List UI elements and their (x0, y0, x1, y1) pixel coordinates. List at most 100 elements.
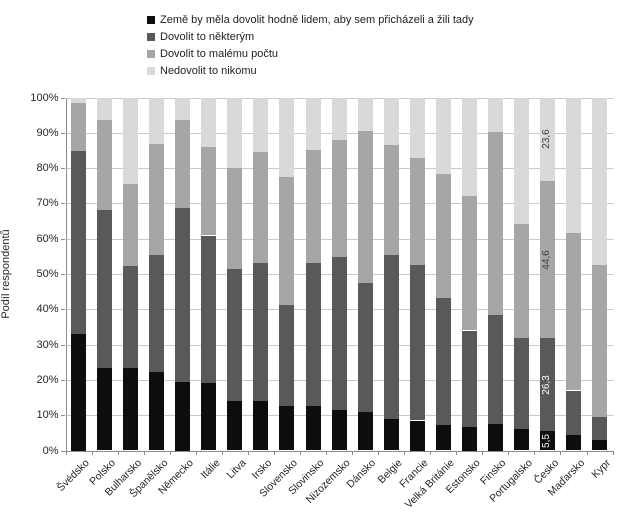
x-axis-tick (299, 451, 301, 455)
bar-segment (513, 97, 529, 225)
bar-segment (97, 368, 113, 451)
bar-segment (123, 184, 139, 266)
y-axis-title: Podíl respondentů (0, 229, 12, 319)
x-category-label: Kypr (589, 457, 613, 481)
y-tick-label: 90% (36, 126, 59, 139)
y-axis-tick (61, 309, 65, 311)
x-axis-tick (195, 451, 197, 455)
legend-item: Dovolit to malému počtu (147, 45, 474, 62)
legend-swatch-icon (147, 15, 155, 24)
bar-segment (331, 97, 347, 140)
y-tick-label: 20% (36, 373, 59, 386)
bar-segment (227, 97, 243, 169)
x-category-label: Itálie (198, 457, 223, 482)
bar-segment (539, 431, 555, 451)
x-axis-tick (143, 451, 145, 455)
x-axis-line (61, 450, 613, 452)
y-axis-line (65, 97, 67, 455)
x-axis-tick (482, 451, 484, 455)
bar-segment (331, 410, 347, 451)
legend-item: Dovolit to některým (147, 28, 474, 45)
bar-segment (435, 424, 451, 451)
y-axis-tick (61, 415, 65, 417)
bar-segment (565, 97, 581, 234)
bar-segment (149, 97, 165, 145)
bar-segment (357, 131, 373, 284)
bar-segment (592, 265, 607, 417)
bar-data-label: 26,3 (541, 374, 553, 395)
bar-segment (71, 334, 86, 451)
x-axis-tick (456, 451, 458, 455)
bar-segment (513, 338, 529, 430)
bar-segment (357, 283, 373, 412)
bar-segment (565, 434, 581, 451)
y-axis-tick (61, 168, 65, 170)
bar-segment (383, 418, 399, 451)
y-tick-label: 30% (36, 338, 59, 351)
y-axis-tick (61, 238, 65, 240)
bar-segment (383, 254, 399, 419)
bar-segment (305, 97, 321, 151)
x-axis-tick (404, 451, 406, 455)
bar-segment (565, 233, 581, 391)
bar-segment (513, 429, 529, 451)
bar-segment (227, 401, 243, 451)
bar-segment (331, 257, 347, 411)
x-axis-tick (117, 451, 119, 455)
x-axis-tick (326, 451, 327, 455)
legend-item-label: Dovolit to malému počtu (160, 47, 278, 60)
x-category-label: Švédsko (55, 457, 92, 494)
x-axis-tick (247, 451, 249, 455)
x-axis-tick (560, 451, 562, 455)
bar-segment (487, 314, 503, 424)
bar-segment (201, 235, 217, 383)
bar-segment (383, 97, 399, 146)
bar-segment (123, 265, 139, 369)
bar-segment (227, 168, 243, 269)
bar-segment (487, 97, 503, 133)
y-tick-label: 70% (36, 197, 59, 210)
bar-segment (461, 426, 477, 451)
legend-item-label: Dovolit to některým (160, 30, 255, 43)
bar-segment (383, 145, 399, 255)
legend-swatch-icon (147, 32, 155, 41)
bar-segment (175, 97, 191, 120)
x-axis-tick (430, 451, 432, 455)
bar-segment (253, 152, 269, 264)
x-axis-tick (534, 451, 536, 455)
bar-segment (149, 144, 165, 256)
bar-segment (279, 97, 295, 177)
bar-segment (71, 151, 86, 335)
legend-item: Nedovolit to nikomu (147, 62, 474, 79)
x-axis-tick (508, 451, 510, 455)
bar-segment (305, 406, 321, 451)
y-tick-label: 0% (42, 444, 59, 457)
x-axis-tick (352, 451, 353, 455)
bar-segment (592, 439, 607, 451)
x-axis-tick (221, 451, 223, 455)
bar-segment (201, 146, 217, 236)
bar-segment (409, 420, 425, 451)
y-tick-label: 10% (36, 409, 59, 422)
bar-segment (357, 411, 373, 451)
bar-segment (201, 97, 217, 147)
bar-segment (539, 180, 555, 339)
legend-swatch-icon (147, 49, 155, 58)
bar-segment (305, 150, 321, 264)
y-axis-tick (61, 132, 65, 134)
x-axis-tick (169, 451, 171, 455)
y-tick-label: 100% (30, 91, 59, 104)
x-axis-tick (273, 451, 275, 455)
bar-segment (149, 255, 165, 372)
bar-data-label: 5,5 (541, 433, 553, 448)
bar-segment (253, 263, 269, 402)
y-tick-label: 50% (36, 268, 59, 280)
y-axis-tick (61, 203, 65, 205)
bar-segment (175, 208, 191, 382)
bar-segment (435, 97, 451, 175)
bar-segment (461, 330, 477, 427)
y-tick-label: 60% (36, 232, 59, 245)
bar-data-label: 23,6 (541, 129, 553, 149)
bar-segment (279, 304, 295, 407)
